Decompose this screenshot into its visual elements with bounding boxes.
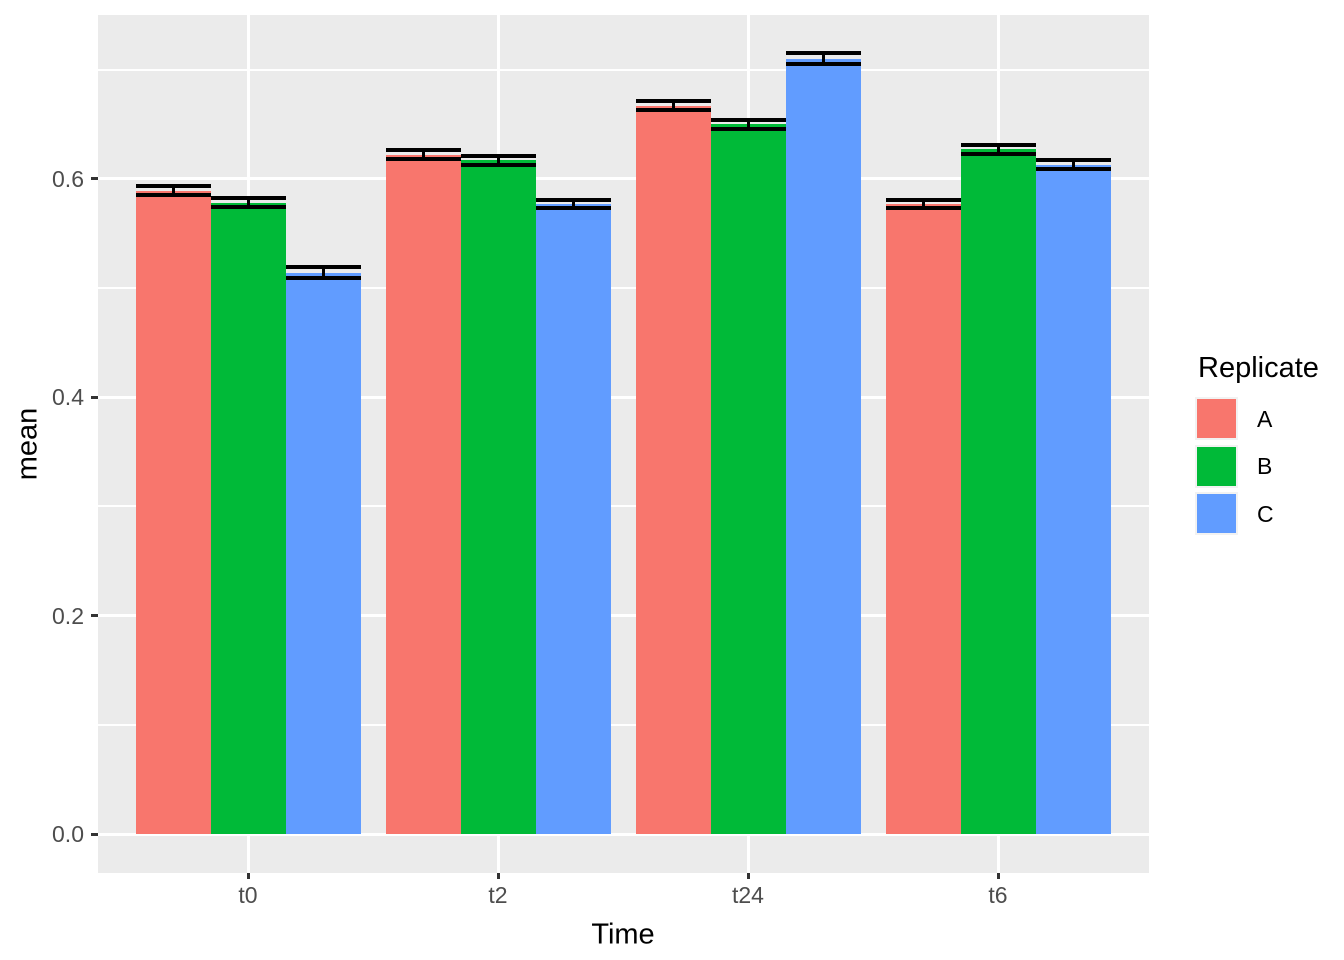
major-gridline-y — [98, 177, 1149, 181]
errorbar-t6-C-cap-upper — [1035, 158, 1111, 163]
legend-key-B — [1195, 444, 1238, 488]
errorbar-t0-A-stub — [171, 186, 175, 196]
errorbar-t24-C-stub — [821, 53, 825, 65]
bar-t24-A — [635, 105, 711, 834]
y-tick-label-0.6: 0.6 — [52, 165, 84, 192]
errorbar-t24-B-cap-lower — [710, 126, 786, 131]
x-tick-label-t24: t24 — [732, 882, 764, 908]
errorbar-t2-B-cap-lower — [460, 162, 536, 167]
minor-gridline-y — [98, 723, 1149, 726]
errorbar-t24-B-cap-upper — [710, 117, 786, 122]
errorbar-t6-B-stub — [996, 144, 1000, 154]
bar-t6-C — [1035, 164, 1111, 834]
minor-gridline-y — [98, 287, 1149, 289]
y-tick-0.4 — [91, 395, 98, 399]
minor-gridline-y — [98, 68, 1149, 71]
errorbar-t24-C-cap-lower — [785, 62, 861, 67]
bar-t2-C — [535, 203, 611, 834]
errorbar-t2-A-cap-lower — [385, 157, 461, 162]
legend-swatch-B — [1197, 446, 1236, 486]
bar-t2-A — [385, 154, 461, 834]
x-tick-label-t6: t6 — [988, 882, 1008, 908]
legend-label-C: C — [1257, 500, 1274, 527]
legend-swatch-A — [1197, 399, 1236, 438]
bar-t0-B — [210, 202, 286, 834]
y-tick-label-0.0: 0.0 — [52, 821, 84, 847]
errorbar-t24-A-cap-lower — [635, 108, 711, 112]
errorbar-t6-B-cap-upper — [960, 142, 1036, 147]
y-tick-label-0.4: 0.4 — [52, 384, 84, 411]
legend-key-C — [1195, 492, 1238, 535]
errorbar-t6-C-cap-lower — [1035, 166, 1111, 171]
errorbar-t6-A-cap-lower — [885, 205, 961, 210]
legend-swatch-C — [1197, 494, 1236, 533]
bar-t24-C — [785, 58, 861, 834]
errorbar-t2-C-cap-lower — [535, 205, 611, 210]
legend-key-A — [1195, 397, 1238, 440]
errorbar-t2-C-cap-upper — [535, 198, 611, 203]
legend-label-B: B — [1257, 453, 1273, 479]
errorbar-t0-B-cap-lower — [210, 205, 286, 210]
errorbar-t24-A-stub — [671, 101, 675, 110]
legend-label-A: A — [1257, 405, 1273, 432]
x-axis-title: Time — [591, 918, 655, 951]
errorbar-t24-A-cap-upper — [635, 99, 711, 104]
bar-t0-A — [135, 190, 211, 834]
bar-t0-C — [285, 272, 361, 834]
errorbar-t2-A-cap-upper — [385, 148, 461, 153]
x-tick-label-t0: t0 — [238, 882, 258, 908]
errorbar-t2-A-stub — [421, 150, 425, 160]
bar-t6-A — [885, 203, 961, 834]
y-tick-0.6 — [91, 177, 98, 181]
errorbar-t24-C-cap-upper — [785, 51, 861, 56]
errorbar-t0-C-cap-upper — [285, 265, 361, 270]
x-tick-label-t2: t2 — [488, 882, 508, 908]
errorbar-t6-C-stub — [1071, 160, 1075, 169]
errorbar-t2-C-stub — [571, 200, 575, 208]
major-gridline-y — [98, 832, 1149, 836]
bar-t6-B — [960, 149, 1036, 834]
y-tick-0.2 — [91, 614, 98, 618]
errorbar-t0-C-stub — [321, 267, 325, 279]
errorbar-t6-A-cap-upper — [885, 198, 961, 203]
plot-panel — [98, 15, 1149, 873]
errorbar-t0-C-cap-lower — [285, 276, 361, 281]
x-tick-t24 — [746, 873, 750, 879]
y-tick-label-0.2: 0.2 — [52, 602, 84, 629]
errorbar-t24-B-stub — [746, 119, 750, 129]
y-tick-0.0 — [91, 832, 98, 836]
major-gridline-y — [98, 395, 1149, 399]
minor-gridline-y — [98, 505, 1149, 508]
x-tick-t2 — [496, 873, 500, 879]
errorbar-t0-B-stub — [246, 198, 250, 208]
errorbar-t2-B-stub — [496, 155, 500, 165]
errorbar-t6-A-stub — [921, 200, 925, 208]
legend-title: Replicate — [1198, 352, 1319, 384]
errorbar-t0-A-cap-lower — [135, 193, 211, 198]
x-tick-t6 — [996, 873, 1000, 879]
major-gridline-y — [98, 614, 1149, 618]
bar-t24-B — [710, 124, 786, 834]
errorbar-t0-B-cap-upper — [210, 196, 286, 201]
errorbar-t0-A-cap-upper — [135, 184, 211, 189]
errorbar-t6-B-cap-lower — [960, 151, 1036, 156]
errorbar-t2-B-cap-upper — [460, 153, 536, 158]
y-axis-title: mean — [11, 407, 44, 481]
bar-t2-B — [460, 160, 536, 834]
x-tick-t0 — [246, 873, 250, 879]
